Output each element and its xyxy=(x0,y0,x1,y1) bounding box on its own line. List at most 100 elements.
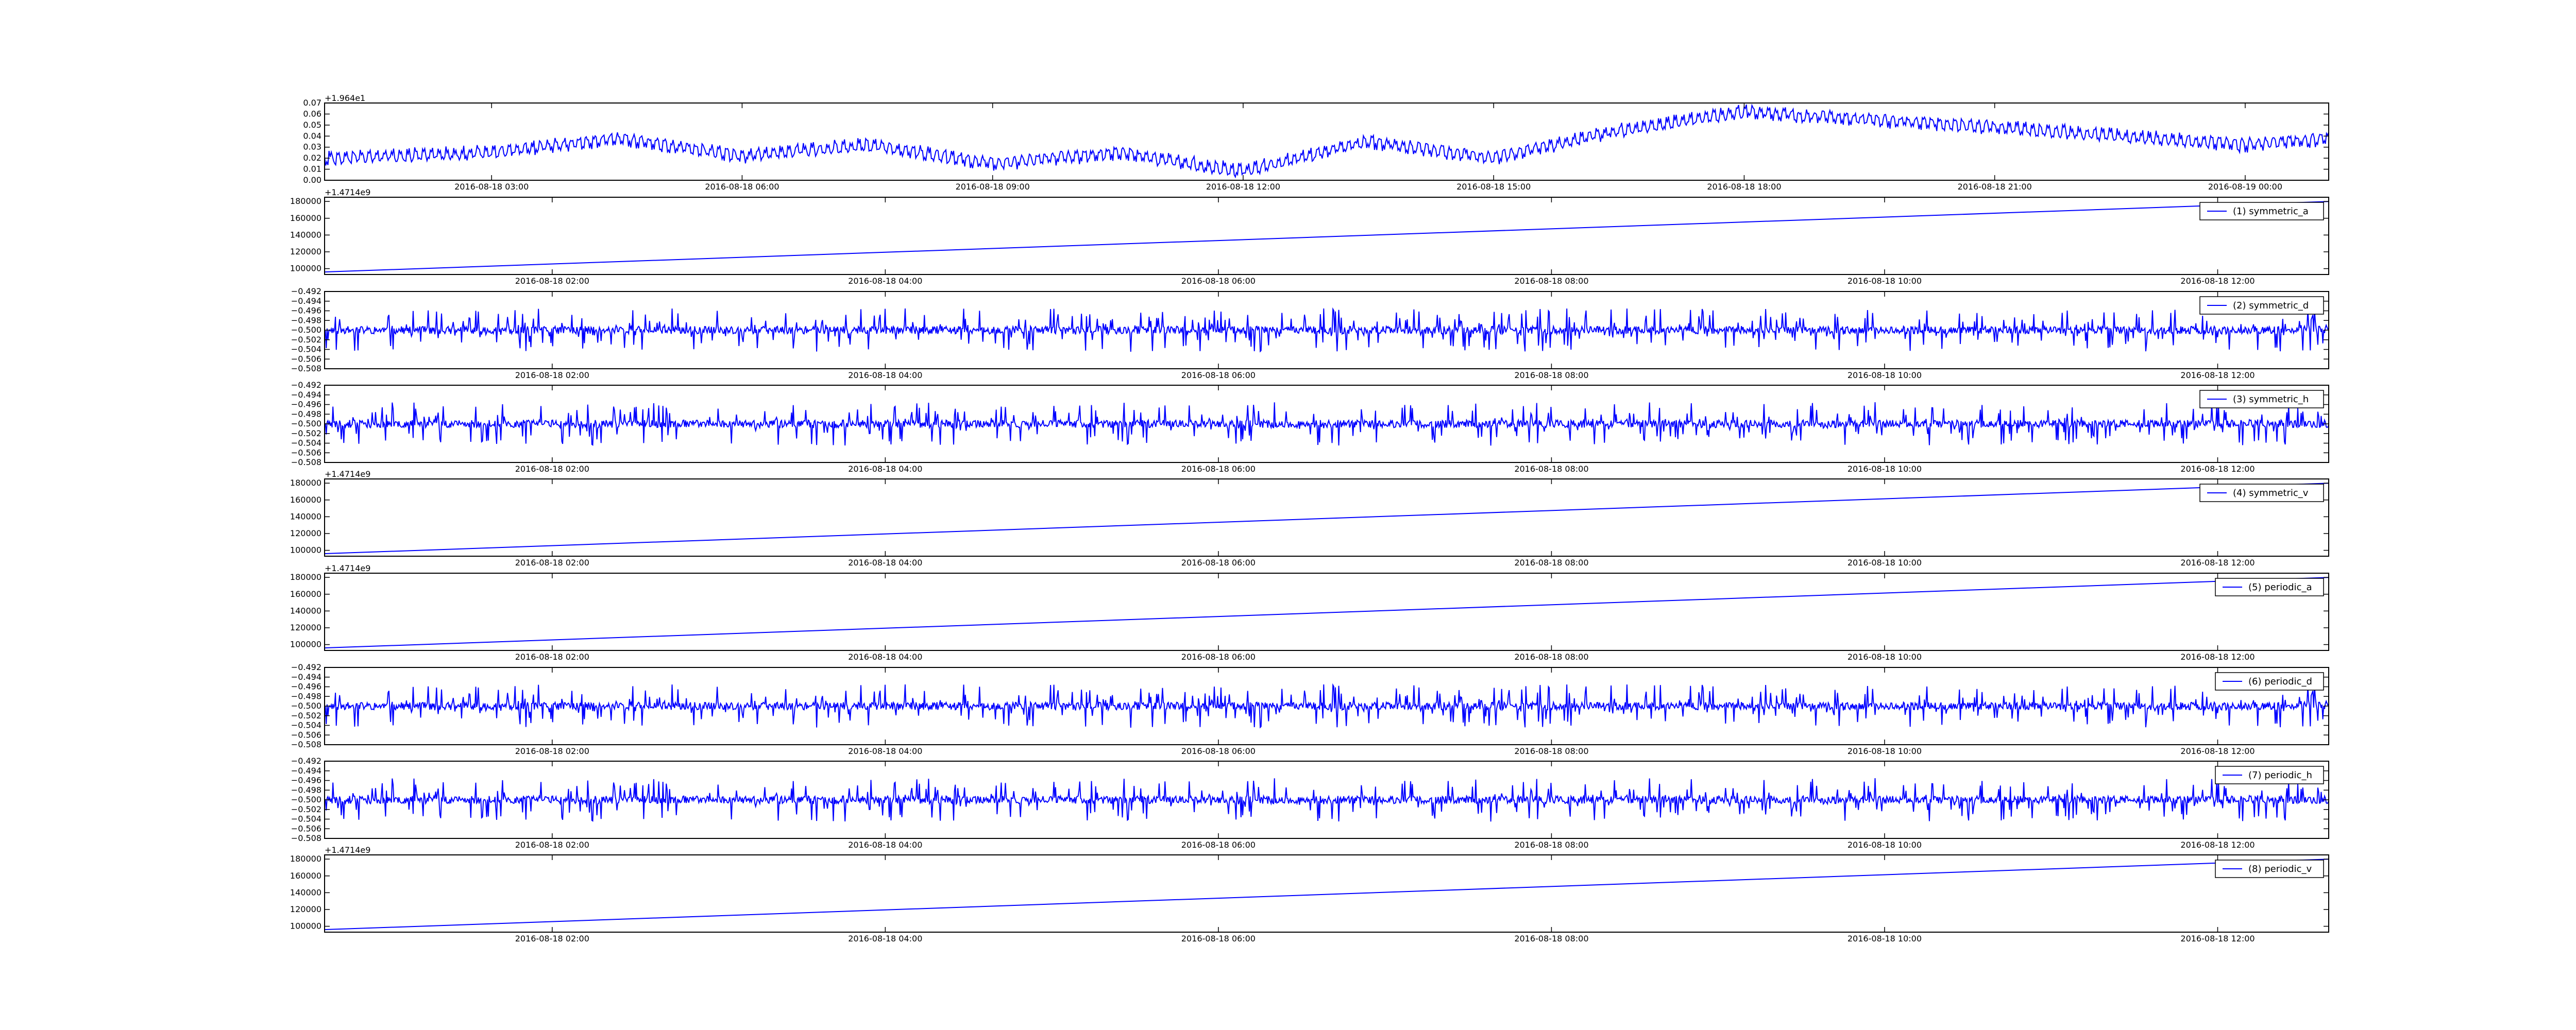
ytick-label-6-1: −0.506 xyxy=(291,730,321,740)
xtick-label-4-0: 2016-08-18 02:00 xyxy=(515,558,589,568)
xtick-label-3-1: 2016-08-18 04:00 xyxy=(848,464,922,474)
ytick-label-6-0: −0.508 xyxy=(291,740,321,749)
ytick-label-7-6: −0.496 xyxy=(291,776,321,785)
xtick-label-6-4: 2016-08-18 10:00 xyxy=(1848,746,1922,756)
xtick-label-8-5: 2016-08-18 12:00 xyxy=(2180,934,2255,943)
xtick-label-1-4: 2016-08-18 10:00 xyxy=(1848,276,1922,286)
xtick-label-8-0: 2016-08-18 02:00 xyxy=(515,934,589,943)
subplot-2: −0.508−0.506−0.504−0.502−0.500−0.498−0.4… xyxy=(291,286,2329,380)
offset-label-4: +1.4714e9 xyxy=(325,469,370,479)
xtick-label-2-4: 2016-08-18 10:00 xyxy=(1848,370,1922,380)
ytick-label-0-2: 0.02 xyxy=(303,153,321,163)
legend-label-7: (7) periodic_h xyxy=(2248,770,2312,781)
axes-frame-6 xyxy=(324,667,2329,745)
xtick-label-0-7: 2016-08-19 00:00 xyxy=(2208,182,2282,192)
legend-label-4: (4) symmetric_v xyxy=(2233,488,2309,499)
ytick-label-5-0: 100000 xyxy=(290,640,321,649)
ytick-label-3-0: −0.508 xyxy=(291,457,321,467)
xtick-label-0-2: 2016-08-18 09:00 xyxy=(956,182,1030,192)
xtick-label-1-2: 2016-08-18 06:00 xyxy=(1181,276,1256,286)
ytick-label-7-8: −0.492 xyxy=(291,756,321,766)
xtick-label-2-3: 2016-08-18 08:00 xyxy=(1514,370,1588,380)
ytick-label-8-2: 140000 xyxy=(290,887,321,897)
subplot-3: −0.508−0.506−0.504−0.502−0.500−0.498−0.4… xyxy=(291,380,2329,474)
ytick-label-1-3: 160000 xyxy=(290,213,321,223)
ytick-label-2-0: −0.508 xyxy=(291,364,321,373)
ytick-label-0-6: 0.06 xyxy=(303,109,321,118)
legend-label-8: (8) periodic_v xyxy=(2248,864,2312,874)
ytick-label-6-4: −0.500 xyxy=(291,701,321,711)
ytick-label-5-4: 180000 xyxy=(290,572,321,582)
ytick-label-0-0: 0.00 xyxy=(303,175,321,185)
ytick-label-1-4: 180000 xyxy=(290,196,321,206)
legend-label-3: (3) symmetric_h xyxy=(2233,394,2309,405)
axes-frame-5 xyxy=(324,573,2329,651)
xtick-label-7-0: 2016-08-18 02:00 xyxy=(515,840,589,850)
xtick-label-4-1: 2016-08-18 04:00 xyxy=(848,558,922,568)
series-line-0 xyxy=(325,104,2329,179)
subplot-8: 100000 120000 140000 160000 180000 2016-08-18… xyxy=(290,845,2329,943)
xtick-label-5-1: 2016-08-18 04:00 xyxy=(848,652,922,662)
ytick-label-1-2: 140000 xyxy=(290,230,321,239)
ytick-label-0-7: 0.07 xyxy=(303,98,321,108)
xtick-label-6-0: 2016-08-18 02:00 xyxy=(515,746,589,756)
ytick-label-3-6: −0.496 xyxy=(291,400,321,409)
xtick-label-8-1: 2016-08-18 04:00 xyxy=(848,934,922,943)
xtick-label-7-3: 2016-08-18 08:00 xyxy=(1514,840,1588,850)
ytick-label-4-4: 180000 xyxy=(290,478,321,488)
ytick-label-6-7: −0.494 xyxy=(291,672,321,682)
series-line-6 xyxy=(325,683,2329,729)
offset-label-5: +1.4714e9 xyxy=(325,563,370,573)
ytick-label-6-6: −0.496 xyxy=(291,682,321,692)
series-line-4 xyxy=(325,483,2329,555)
xtick-label-8-2: 2016-08-18 06:00 xyxy=(1181,934,1256,943)
subplot-5: 100000 120000 140000 160000 180000 2016-08-18… xyxy=(290,563,2329,662)
ytick-label-3-5: −0.498 xyxy=(291,409,321,419)
xtick-label-2-0: 2016-08-18 02:00 xyxy=(515,370,589,380)
offset-label-0: +1.964e1 xyxy=(325,93,365,103)
xtick-label-3-3: 2016-08-18 08:00 xyxy=(1514,464,1588,474)
subplot-6: −0.508−0.506−0.504−0.502−0.500−0.498−0.4… xyxy=(291,662,2329,756)
ytick-label-8-4: 180000 xyxy=(290,854,321,864)
ytick-label-2-2: −0.504 xyxy=(291,345,321,354)
legend-label-5: (5) periodic_a xyxy=(2248,582,2312,593)
xtick-label-7-5: 2016-08-18 12:00 xyxy=(2180,840,2255,850)
ytick-label-4-3: 160000 xyxy=(290,495,321,505)
offset-label-8: +1.4714e9 xyxy=(325,845,370,855)
legend-label-2: (2) symmetric_d xyxy=(2233,300,2309,311)
ytick-label-3-1: −0.506 xyxy=(291,448,321,457)
xtick-label-6-5: 2016-08-18 12:00 xyxy=(2180,746,2255,756)
xtick-label-3-5: 2016-08-18 12:00 xyxy=(2180,464,2255,474)
xtick-label-0-0: 2016-08-18 03:00 xyxy=(454,182,529,192)
xtick-label-2-5: 2016-08-18 12:00 xyxy=(2180,370,2255,380)
ytick-label-6-8: −0.492 xyxy=(291,662,321,672)
xtick-label-6-2: 2016-08-18 06:00 xyxy=(1181,746,1256,756)
xtick-label-1-5: 2016-08-18 12:00 xyxy=(2180,276,2255,286)
ytick-label-6-5: −0.498 xyxy=(291,691,321,701)
xtick-label-4-3: 2016-08-18 08:00 xyxy=(1514,558,1588,568)
xtick-label-3-2: 2016-08-18 06:00 xyxy=(1181,464,1256,474)
series-line-7 xyxy=(325,778,2329,822)
xtick-label-0-5: 2016-08-18 18:00 xyxy=(1707,182,1781,192)
ytick-label-0-3: 0.03 xyxy=(303,142,321,152)
ytick-label-7-7: −0.494 xyxy=(291,766,321,776)
xtick-label-5-5: 2016-08-18 12:00 xyxy=(2180,652,2255,662)
xtick-label-1-1: 2016-08-18 04:00 xyxy=(848,276,922,286)
xtick-label-7-4: 2016-08-18 10:00 xyxy=(1848,840,1922,850)
ytick-label-3-4: −0.500 xyxy=(291,419,321,428)
series-line-5 xyxy=(325,577,2329,649)
ytick-label-4-2: 140000 xyxy=(290,511,321,521)
subplot-1: 100000 120000 140000 160000 180000 2016-08-18… xyxy=(290,187,2329,286)
axes-frame-2 xyxy=(324,291,2329,369)
ytick-label-3-3: −0.502 xyxy=(291,428,321,438)
ytick-label-7-0: −0.508 xyxy=(291,833,321,843)
xtick-label-5-0: 2016-08-18 02:00 xyxy=(515,652,589,662)
xtick-label-8-4: 2016-08-18 10:00 xyxy=(1848,934,1922,943)
xtick-label-7-1: 2016-08-18 04:00 xyxy=(848,840,922,850)
axes-frame-0 xyxy=(324,102,2329,181)
ytick-label-2-6: −0.496 xyxy=(291,306,321,316)
legend-label-6: (6) periodic_d xyxy=(2248,676,2312,687)
ytick-label-1-1: 120000 xyxy=(290,247,321,256)
xtick-label-4-4: 2016-08-18 10:00 xyxy=(1848,558,1922,568)
